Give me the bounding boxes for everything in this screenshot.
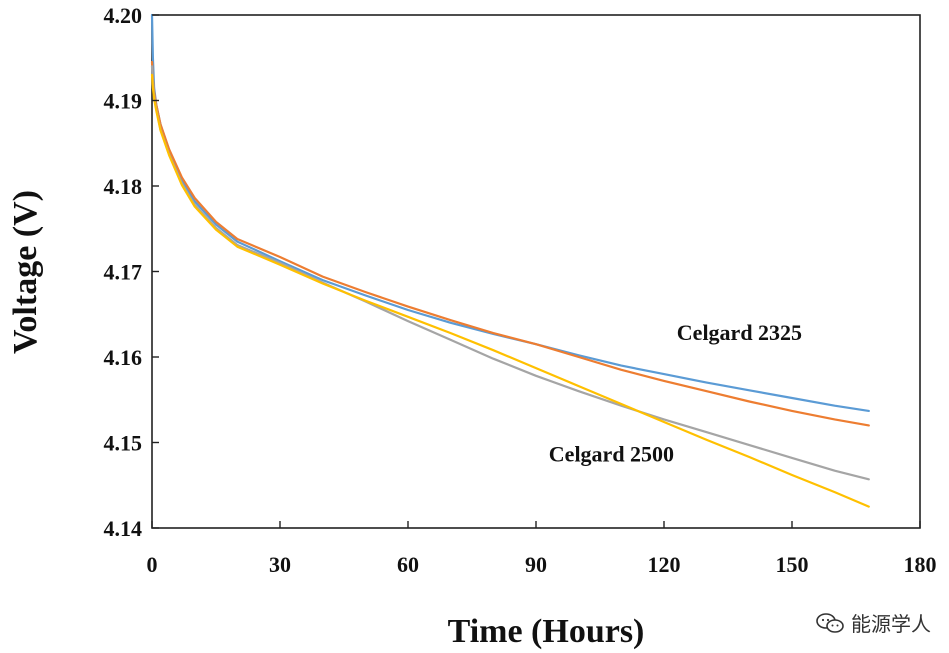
series-line-3 <box>150 65 870 481</box>
y-tick-label: 4.19 <box>104 89 143 114</box>
x-axis-ticks: 0 30 60 90 120 150 180 <box>147 521 937 577</box>
series-annotation: Celgard 2500 <box>549 441 674 466</box>
watermark: 能源学人 <box>815 608 931 637</box>
wechat-icon <box>816 612 844 633</box>
series-line-1 <box>150 13 870 412</box>
y-tick-label: 4.15 <box>104 431 143 456</box>
series-annotation: Celgard 2325 <box>677 320 802 345</box>
series-layer <box>150 13 870 508</box>
x-tick-label: 150 <box>776 552 809 577</box>
x-tick-label: 60 <box>397 552 419 577</box>
y-tick-label: 4.14 <box>104 516 143 541</box>
x-tick-label: 30 <box>269 552 291 577</box>
y-tick-label: 4.16 <box>104 345 143 370</box>
x-tick-label: 120 <box>648 552 681 577</box>
x-axis-title: Time (Hours) <box>448 613 645 650</box>
y-axis-ticks: 4.14 4.15 4.16 4.17 4.18 4.19 4.20 <box>104 3 159 541</box>
series-line-2 <box>150 60 870 427</box>
annotations: Celgard 2325 Celgard 2500 <box>549 320 802 466</box>
x-tick-label: 90 <box>525 552 547 577</box>
x-tick-label: 0 <box>147 552 158 577</box>
x-tick-label: 180 <box>904 552 937 577</box>
y-tick-label: 4.18 <box>104 174 143 199</box>
y-axis-title: Voltage (V) <box>7 190 44 354</box>
plot-area <box>151 14 921 529</box>
watermark-text: 能源学人 <box>851 612 931 636</box>
y-tick-label: 4.20 <box>104 3 143 28</box>
series-line-4 <box>150 73 870 508</box>
plot-border <box>151 14 921 529</box>
y-tick-label: 4.17 <box>104 260 143 285</box>
